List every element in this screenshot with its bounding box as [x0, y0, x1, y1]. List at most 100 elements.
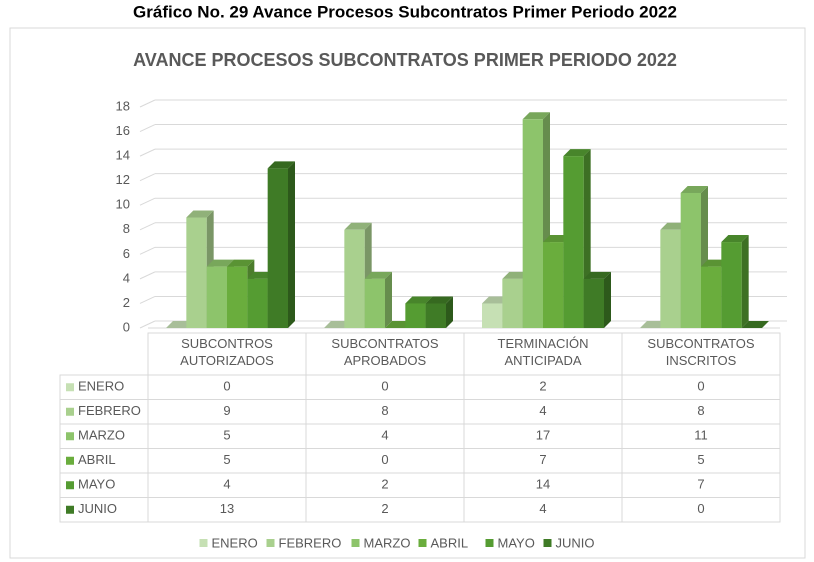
y-tick-label: 18	[116, 98, 130, 113]
chart-title: AVANCE PROCESOS SUBCONTRATOS PRIMER PERI…	[133, 50, 677, 70]
bar	[186, 217, 207, 328]
tick-mark	[139, 295, 156, 304]
y-tick-label: 2	[123, 295, 130, 310]
table-value: 2	[539, 379, 546, 394]
legend-label: ENERO	[212, 535, 258, 550]
bar	[206, 266, 227, 328]
legend-label: MARZO	[364, 535, 411, 550]
table-value: 17	[536, 428, 550, 443]
table-value: 5	[697, 452, 704, 467]
table-value: 8	[381, 403, 388, 418]
bar-side	[446, 296, 453, 328]
bar-top	[563, 149, 591, 157]
legend-key	[351, 539, 360, 547]
bar-top	[680, 185, 708, 193]
legend-label: JUNIO	[556, 535, 595, 550]
bar-top	[186, 210, 214, 218]
bar-top	[522, 112, 550, 120]
bar	[482, 303, 503, 328]
bar-side	[385, 271, 392, 328]
bar-top	[405, 296, 433, 304]
table-row-label: FEBRERO	[78, 403, 141, 418]
tick-mark	[139, 222, 156, 231]
legend-label: FEBRERO	[279, 535, 342, 550]
y-tick-label: 6	[123, 246, 130, 261]
bar	[227, 266, 248, 328]
bar	[364, 278, 385, 328]
bar	[680, 192, 701, 328]
table-value: 4	[223, 477, 230, 492]
tick-mark	[139, 246, 156, 255]
y-tick-label: 8	[123, 221, 130, 236]
chart-border	[9, 27, 806, 559]
tick-mark	[139, 197, 156, 206]
bar-top	[227, 259, 255, 267]
bar-top	[267, 161, 295, 169]
bar	[247, 278, 268, 328]
legend-key	[418, 539, 427, 547]
legend-label: ABRIL	[431, 535, 469, 550]
y-tick-label: 16	[116, 123, 130, 138]
bar-top	[344, 222, 372, 230]
table-value: 8	[697, 403, 704, 418]
table-value: 0	[697, 501, 704, 516]
bar-top	[741, 321, 769, 328]
category-label: SUBCONTRATOS APROBADOS	[331, 336, 438, 368]
tick-mark	[139, 148, 156, 157]
table-value: 9	[223, 403, 230, 418]
bar-top	[364, 271, 392, 279]
table-row-label: MARZO	[78, 428, 125, 443]
table-row-label: ENERO	[78, 379, 124, 394]
tick-mark	[139, 173, 156, 182]
tick-mark	[139, 124, 156, 133]
bar-top	[583, 271, 611, 279]
legend-key	[199, 539, 208, 547]
table-row-label: MAYO	[78, 477, 115, 492]
tick-mark	[139, 320, 156, 329]
table-row-label: ABRIL	[78, 452, 116, 467]
bar	[583, 278, 604, 328]
y-tick-label: 10	[116, 197, 130, 212]
tick-mark	[139, 271, 156, 280]
legend-key	[543, 539, 552, 547]
table-value: 13	[220, 501, 234, 516]
bar-top	[206, 259, 234, 267]
bar	[405, 303, 426, 328]
table-value: 5	[223, 428, 230, 443]
bar	[502, 278, 523, 328]
legend-key	[266, 539, 275, 547]
y-tick-label: 14	[116, 148, 130, 163]
table-legend-key	[66, 407, 74, 416]
table-value: 0	[697, 379, 704, 394]
heading: Gráfico No. 29 Avance Procesos Subcontra…	[133, 2, 677, 21]
table-value: 0	[381, 452, 388, 467]
table-value: 0	[381, 379, 388, 394]
category-label: TERMINACIÓN ANTICIPADA	[498, 336, 589, 368]
bar	[563, 156, 584, 328]
bar	[660, 229, 681, 328]
bar-side	[741, 235, 749, 328]
bar	[543, 242, 564, 328]
table-legend-key	[66, 383, 74, 392]
table-value: 7	[697, 477, 704, 492]
table-value: 2	[381, 477, 388, 492]
bar	[425, 303, 446, 328]
y-tick-label: 12	[116, 172, 130, 187]
table-legend-key	[66, 505, 74, 514]
table-value: 5	[223, 452, 230, 467]
table-value: 11	[694, 428, 708, 443]
table-value: 2	[381, 501, 388, 516]
table-value: 4	[381, 428, 388, 443]
category-label: SUBCONTROS AUTORIZADOS	[180, 336, 274, 368]
category-label: SUBCONTRATOS INSCRITOS	[647, 336, 754, 368]
table-legend-key	[66, 432, 74, 441]
legend-label: MAYO	[498, 535, 535, 550]
table-value: 7	[539, 452, 546, 467]
bar	[267, 168, 288, 328]
tick-mark	[139, 99, 156, 108]
table-legend-key	[66, 481, 74, 490]
bar	[522, 119, 543, 329]
bar-side	[288, 161, 295, 328]
table-value: 4	[539, 501, 546, 516]
